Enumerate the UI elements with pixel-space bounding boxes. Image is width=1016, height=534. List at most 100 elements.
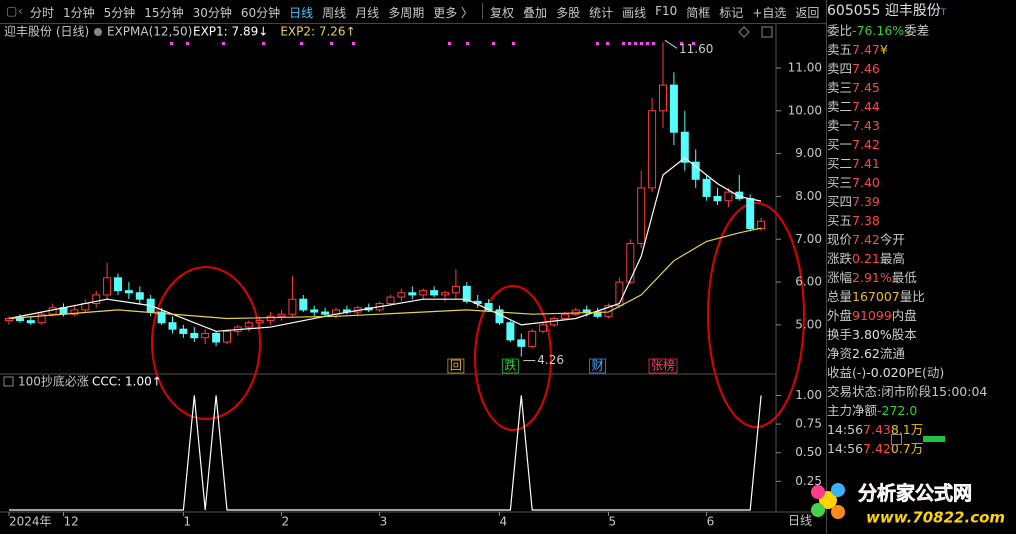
toolbar-button[interactable]: +自选 [752,6,787,20]
candle-body [92,294,101,304]
x-tick-label: 3 [380,515,388,529]
y-tick-label: 1.00 [795,388,822,402]
value: 2.62 [852,346,880,361]
panel-row: 卖二7.44 [827,96,1016,115]
panel-row: 买三7.40 [827,172,1016,191]
marker-dot [640,42,643,45]
value: -0.020 [866,365,907,380]
label: 买一 [827,137,853,152]
label: 卖一 [827,118,853,133]
candle-body [244,322,253,328]
price: 7.40 [852,175,880,190]
toolbar-button[interactable]: 5分钟 [103,6,136,20]
candle-body [190,332,199,339]
candle-body [70,309,79,315]
toolbar-button[interactable]: F10 [655,4,678,18]
marker-dot [186,42,189,45]
toolbar-button[interactable]: 15分钟 [144,6,184,20]
chart-title: 迎丰股份 (日线) [4,25,89,39]
watermark-name: 分析家公式网 [858,482,972,505]
toolbar-button[interactable]: 月线 [355,6,380,20]
candle-body [528,330,537,347]
icon[interactable] [761,26,773,38]
annotation-label: 11.60 [679,42,713,56]
event-box [447,358,465,374]
candle-body [255,320,264,324]
label: 收益(-) [827,365,867,380]
x-tick-label: 6 [707,515,715,529]
candle-body [266,315,275,322]
value: 167007 [852,289,900,304]
toolbar-button[interactable]: 标记 [719,6,744,20]
price: 7.38 [852,213,880,228]
y-tick-label: 7.00 [795,232,822,246]
candle-body [397,292,406,298]
value: 0.21 [852,251,880,266]
label: PE(动) [906,365,945,380]
toolbar-button[interactable]: 60分钟 [240,6,281,20]
toolbar-button[interactable]: 更多 〉 [433,6,474,20]
candle-body [702,178,711,197]
label: 买四 [827,194,853,209]
panel-row: 涨跌0.21最高 [827,248,1016,267]
y-tick-label: 10.00 [788,103,822,117]
toolbar-button[interactable]: 返回 [795,6,820,20]
candle-body [669,84,678,133]
icon[interactable] [94,28,102,36]
candle-body [713,195,722,202]
event-box [502,358,519,374]
marker-dot [596,42,599,45]
toolbar-button[interactable]: 1分钟 [63,6,95,20]
indicator: EXPMA(12,50) [107,25,192,39]
x-tick-label: 2 [282,515,290,529]
candle-body [746,198,755,230]
candle-body [201,332,210,339]
toolbar-button[interactable]: 统计 [589,6,614,20]
quote-panel: 605055 迎丰股份T 委比-76.16%委差 卖五7.47¥ 卖四7.46 卖三7.… [826,0,1016,534]
icon[interactable] [738,26,750,38]
annotation-label: 4.26 [537,353,564,367]
toolbar-button[interactable]: 画线 [622,6,647,20]
icon[interactable] [3,376,14,387]
y-tick-label: 0.50 [795,445,822,459]
icon[interactable]: ▢ [6,4,18,18]
toolbar-button[interactable]: 分时 [30,6,55,20]
event-label: 财 [592,359,604,373]
toolbar-button[interactable]: 复权 [490,6,515,20]
marker-dot [300,42,303,45]
toolbar-button[interactable]: 多周期 [388,6,425,20]
candle-body [26,320,35,324]
watermark: 分析家公式网 www.70822.com [811,481,1005,527]
label: 委比 [827,23,853,38]
label: 量比 [899,289,925,304]
toolbar-button[interactable]: 简框 [686,6,711,20]
x-tick-label: 12 [64,515,79,529]
toolbar-button[interactable]: 30分钟 [192,6,232,20]
candle-body [539,324,548,332]
marker-dot [622,42,625,45]
value: -272.0 [877,403,918,418]
panel-row: 买二7.41 [827,153,1016,172]
highlight-ellipse [474,285,552,431]
y-tick-label: 9.00 [795,146,822,160]
label: 交易状态: [827,384,882,399]
label: 卖四 [827,61,853,76]
marker-dot [492,42,495,45]
candle-body [626,243,635,283]
toolbar-button[interactable]: 日线 [289,6,314,20]
value: 闭市阶段 [881,384,932,399]
candle-body [299,298,308,311]
icon[interactable]: ‹ [18,4,23,18]
marker-dot [680,42,683,45]
label: 流通 [879,346,905,361]
separator [482,3,484,19]
candle-body [691,161,700,180]
label: 卖五 [827,42,853,57]
toolbar-button[interactable]: 周线 [322,6,347,20]
legend-entry: EXP2: 7.26↑ [280,25,355,39]
legend-entry: EXP1: 7.89↓ [193,25,268,39]
toolbar-button[interactable]: 叠加 [523,6,548,20]
toolbar-button[interactable]: 多股 [556,6,581,20]
candle-body [560,313,569,319]
